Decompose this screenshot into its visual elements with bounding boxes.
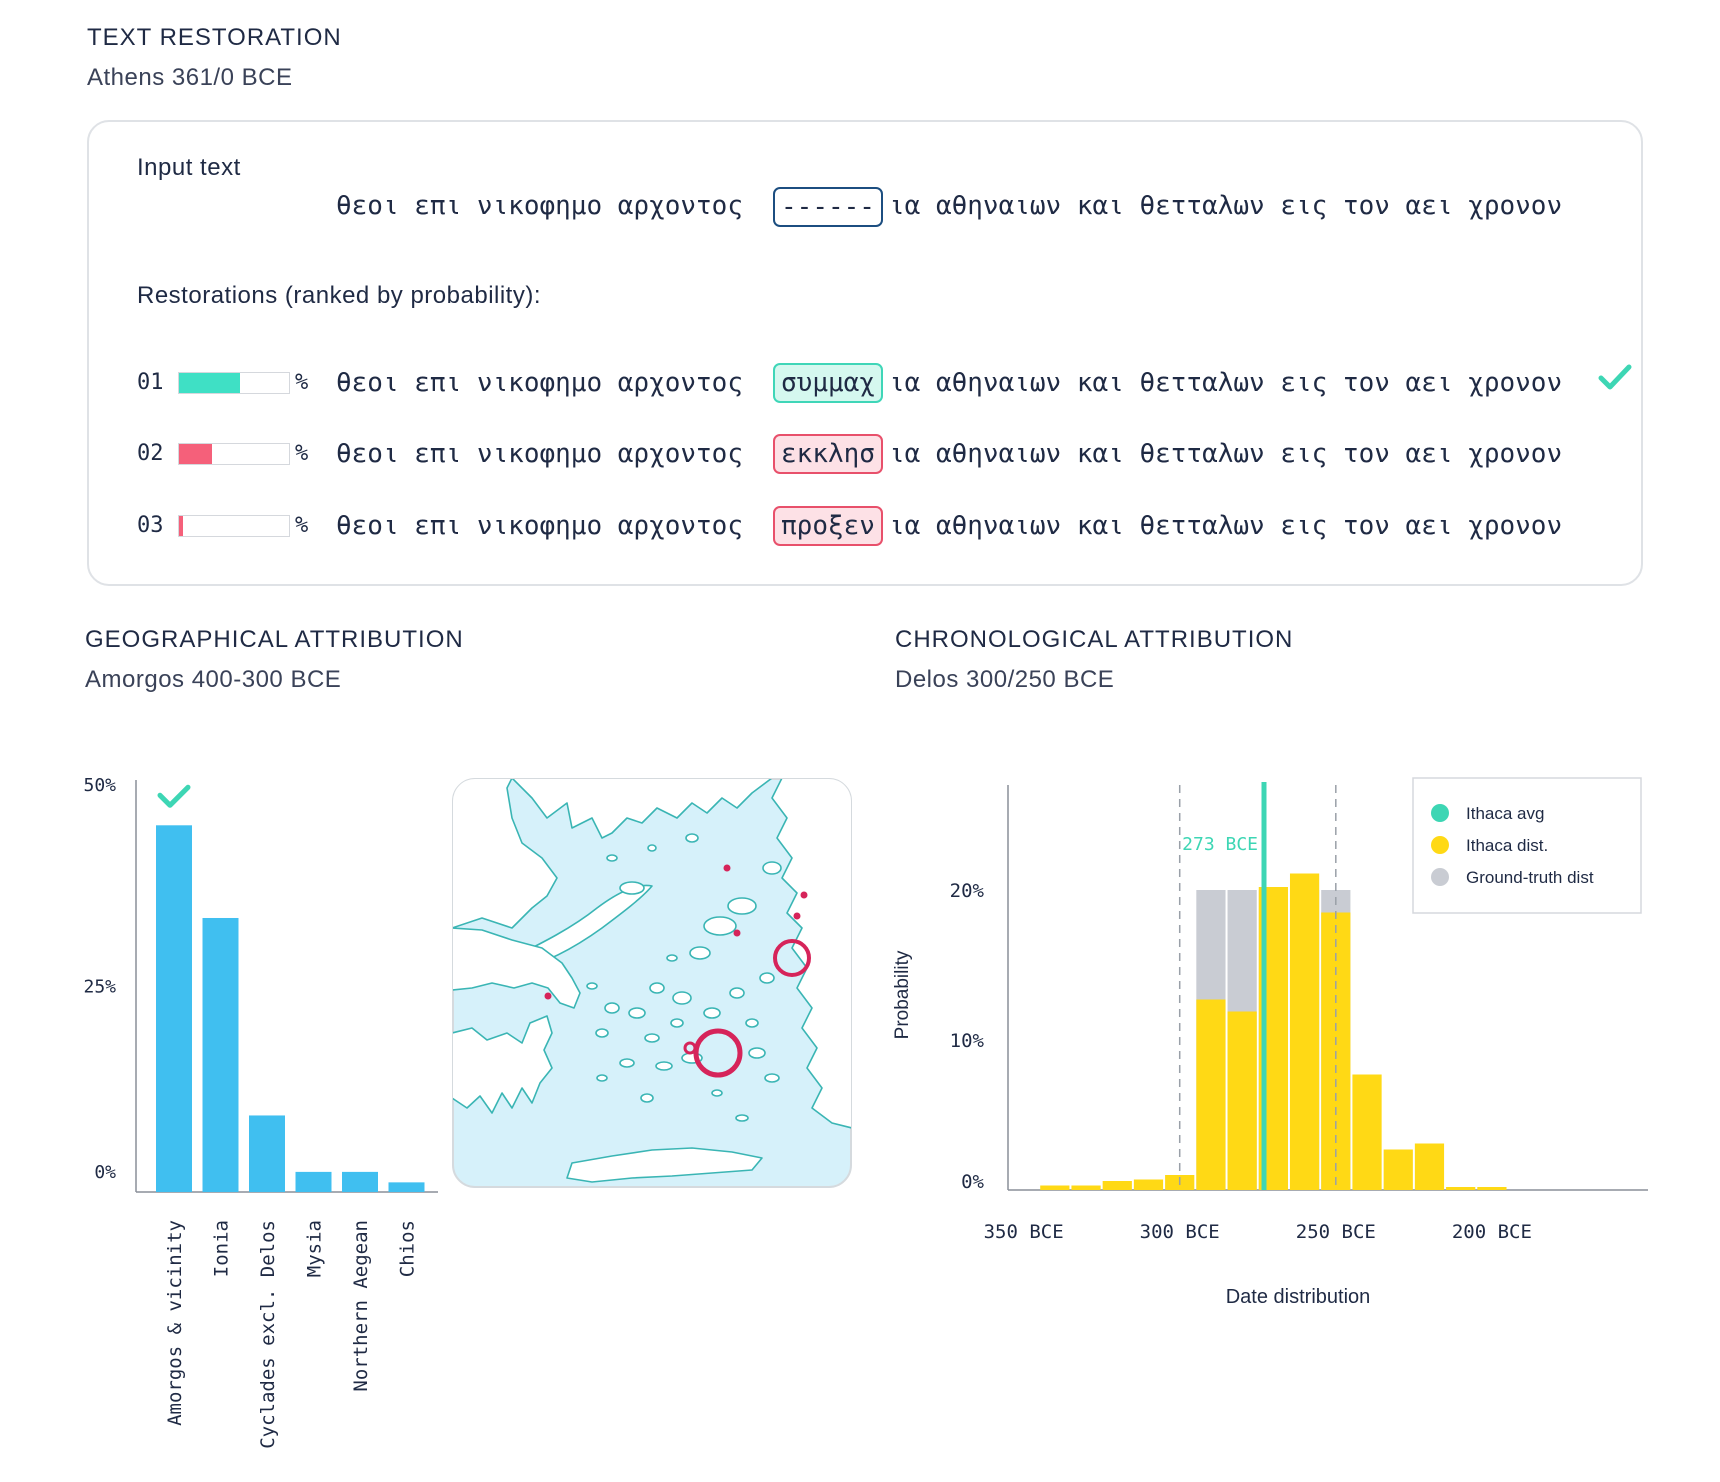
ithaca-dist-bar	[1383, 1149, 1413, 1190]
ithaca-dist-bar	[1446, 1187, 1476, 1190]
bar	[388, 1182, 425, 1192]
restoration-prefix: θεοι επι νικοφημο αρχοντος	[336, 439, 743, 469]
avg-label: 273 BCE	[1182, 834, 1258, 855]
restoration-slot[interactable]: εκκλησ	[773, 434, 883, 474]
aegean-map	[452, 778, 852, 1188]
probability-bar	[178, 443, 290, 465]
percent-sign: %	[295, 370, 309, 395]
input-suffix-text: ια αθηναιων και θετταλων εις τον αει χρο…	[889, 191, 1563, 221]
x-tick-label: Northern Aegean	[350, 1220, 372, 1392]
ithaca-dist-bar	[1102, 1181, 1132, 1190]
masked-placeholder: ------	[781, 192, 875, 222]
probability-bar-fill	[179, 444, 212, 464]
x-tick-label: Mysia	[304, 1220, 326, 1277]
restoration-prefix: θεοι επι νικοφημο αρχοντος	[336, 368, 743, 398]
x-tick-label: 250 BCE	[1296, 1221, 1376, 1243]
date-histogram-chart: 20% 10% 0% 350 BCE 300 BCE 250 BCE 200 BCE Prob…	[892, 777, 1648, 1308]
legend-label: Ground-truth dist	[1466, 868, 1594, 887]
legend: Ithaca avg Ithaca dist. Ground-truth dist	[1412, 777, 1642, 914]
input-text-label: Input text	[137, 154, 241, 181]
restoration-suffix: ια αθηναιων και θετταλων εις τον αει χρο…	[889, 511, 1563, 541]
percent-sign: %	[295, 441, 309, 466]
restoration-prefix: θεοι επι νικοφημο αρχοντος	[336, 511, 743, 541]
marker-ring	[683, 1041, 697, 1055]
y-axis-title: Probability	[892, 950, 913, 1039]
probability-bar-fill	[179, 373, 240, 393]
restoration-word: προξεν	[781, 511, 875, 541]
legend-label: Ithaca dist.	[1466, 836, 1548, 855]
bar	[202, 917, 239, 1192]
geo-title: GEOGRAPHICAL ATTRIBUTION	[85, 626, 464, 653]
x-tick-label: Ionia	[211, 1220, 233, 1277]
bar	[342, 1171, 378, 1192]
y-tick-label: 0%	[94, 1162, 116, 1183]
ithaca-dist-bar	[1040, 1185, 1070, 1190]
restorations-label: Restorations (ranked by probability):	[137, 282, 542, 309]
marker-dot	[723, 864, 731, 872]
probability-bar	[178, 515, 290, 537]
x-tick-label: Amorgos & vicinity	[164, 1220, 186, 1426]
restoration-slot[interactable]: προξεν	[773, 506, 883, 546]
chrono-title: CHRONOLOGICAL ATTRIBUTION	[895, 626, 1294, 653]
ithaca-dist-bar	[1196, 999, 1226, 1190]
probability-bar-fill	[179, 516, 184, 536]
bar	[156, 825, 192, 1192]
marker-dot	[733, 929, 741, 937]
y-tick-label: 50%	[83, 775, 116, 796]
chrono-subtitle: Delos 300/250 BCE	[895, 666, 1115, 693]
input-prefix-text: θεοι επι νικοφημο αρχοντος	[336, 191, 743, 221]
checkmark-icon	[1598, 364, 1632, 390]
percent-sign: %	[295, 513, 309, 538]
x-axis-title: Date distribution	[1226, 1286, 1371, 1308]
text-restoration-title: TEXT RESTORATION	[87, 24, 342, 51]
marker-dot	[793, 912, 801, 920]
bar	[249, 1115, 285, 1192]
ithaca-dist-bar	[1414, 1143, 1445, 1190]
marker-dot	[800, 891, 808, 899]
marker-ring	[693, 1028, 743, 1078]
y-tick-label: 20%	[950, 880, 985, 902]
x-tick-label: Chios	[397, 1220, 419, 1277]
legend-swatch	[1431, 868, 1449, 886]
bar	[295, 1171, 332, 1192]
restoration-suffix: ια αθηναιων και θετταλων εις τον αει χρο…	[889, 439, 1563, 469]
rank-label: 03	[137, 513, 164, 538]
y-tick-label: 25%	[83, 977, 116, 998]
legend-swatch	[1431, 836, 1449, 854]
masked-input-slot[interactable]: ------	[773, 187, 883, 227]
y-tick-label: 0%	[961, 1171, 984, 1193]
marker-dot	[544, 992, 552, 1000]
legend-label: Ithaca avg	[1466, 804, 1544, 823]
probability-bar	[178, 372, 290, 394]
checkmark-icon	[157, 784, 191, 808]
x-tick-label: Cyclades excl. Delos	[257, 1220, 279, 1449]
restoration-word: εκκλησ	[781, 439, 875, 469]
x-tick-label: 200 BCE	[1452, 1221, 1532, 1243]
map-landmass	[453, 779, 851, 1183]
marker-ring	[773, 939, 811, 977]
legend-box	[1412, 777, 1642, 914]
y-tick-label: 10%	[950, 1030, 985, 1052]
restoration-suffix: ια αθηναιων και θετταλων εις τον αει χρο…	[889, 368, 1563, 398]
x-tick-label: 300 BCE	[1140, 1221, 1220, 1243]
ithaca-dist-bar	[1289, 873, 1320, 1190]
restoration-word: συμμαχ	[781, 368, 875, 398]
legend-swatch	[1431, 804, 1449, 822]
ithaca-dist-bar	[1477, 1187, 1507, 1190]
ithaca-dist-bar	[1227, 1011, 1257, 1190]
x-tick-label: 350 BCE	[984, 1221, 1064, 1243]
ithaca-dist-bar	[1071, 1185, 1101, 1190]
map-markers	[544, 864, 811, 1078]
ithaca-dist-bar	[1352, 1074, 1382, 1190]
rank-label: 02	[137, 441, 164, 466]
geo-subtitle: Amorgos 400-300 BCE	[85, 666, 342, 693]
restoration-slot[interactable]: συμμαχ	[773, 363, 883, 403]
ithaca-dist-bar	[1133, 1179, 1164, 1190]
text-restoration-subtitle: Athens 361/0 BCE	[87, 64, 293, 91]
rank-label: 01	[137, 370, 164, 395]
geo-bar-chart: 50% 25% 0% Amorgos & vicinity Ionia Cyclades …	[83, 775, 438, 1449]
